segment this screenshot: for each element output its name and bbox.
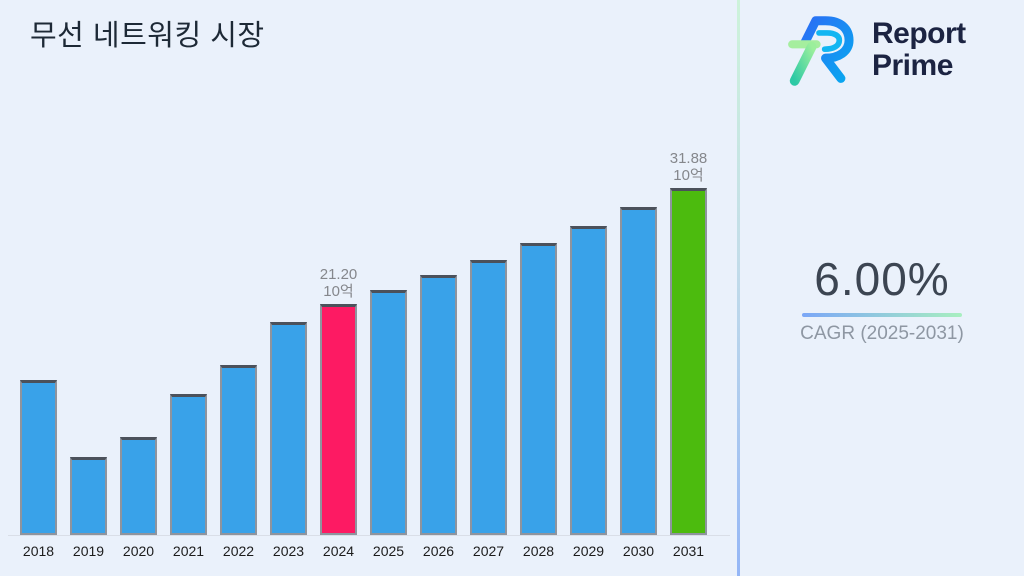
bar-2018[interactable] <box>20 380 57 535</box>
bar-2019[interactable] <box>70 457 107 535</box>
report-prime-logo-icon <box>788 16 854 86</box>
bar-2031[interactable] <box>670 188 707 535</box>
cagr-label: CAGR (2025-2031) <box>800 323 964 344</box>
panel-divider <box>737 0 740 576</box>
cagr-underline <box>802 313 962 317</box>
page-title: 무선 네트워킹 시장 <box>30 20 265 52</box>
x-label-2021: 2021 <box>172 543 205 559</box>
bar-2026[interactable] <box>420 275 457 535</box>
x-label-2020: 2020 <box>122 543 155 559</box>
bar-2030[interactable] <box>620 207 657 535</box>
x-label-2026: 2026 <box>422 543 455 559</box>
x-label-2030: 2030 <box>622 543 655 559</box>
bar-2025[interactable] <box>370 290 407 535</box>
report-prime-logo: Report Prime <box>780 8 966 92</box>
cagr-block: 6.00% CAGR (2025-2031) <box>745 252 1019 345</box>
bar-2029[interactable] <box>570 226 607 535</box>
x-label-2018: 2018 <box>22 543 55 559</box>
x-label-2028: 2028 <box>522 543 555 559</box>
bar-2020[interactable] <box>120 437 157 535</box>
x-label-2023: 2023 <box>272 543 305 559</box>
bar-2024[interactable] <box>320 304 357 535</box>
x-label-2031: 2031 <box>672 543 705 559</box>
cagr-value: 6.00% <box>814 253 950 305</box>
x-label-2027: 2027 <box>472 543 505 559</box>
bar-plot: 2018 2019 2020 2021 2022 2023 2024 21.20 10억 2025… <box>8 150 730 559</box>
x-label-2024: 2024 <box>322 543 355 559</box>
bar-2022[interactable] <box>220 365 257 535</box>
bar-2023[interactable] <box>270 322 307 535</box>
x-label-2029: 2029 <box>572 543 605 559</box>
bar-2028[interactable] <box>520 243 557 535</box>
logo-text-line1: Report <box>872 17 966 50</box>
x-label-2022: 2022 <box>222 543 255 559</box>
bar-2021[interactable] <box>170 394 207 535</box>
bar-value-label-2031: 31.88 10억 <box>669 150 708 184</box>
logo-text-line2: Prime <box>872 49 953 82</box>
report-prime-logo-text: Report Prime <box>872 18 966 82</box>
x-label-2019: 2019 <box>72 543 105 559</box>
x-axis-line <box>8 535 730 536</box>
bar-2027[interactable] <box>470 260 507 535</box>
bar-value-label-2024: 21.20 10억 <box>319 266 358 300</box>
x-label-2025: 2025 <box>372 543 405 559</box>
